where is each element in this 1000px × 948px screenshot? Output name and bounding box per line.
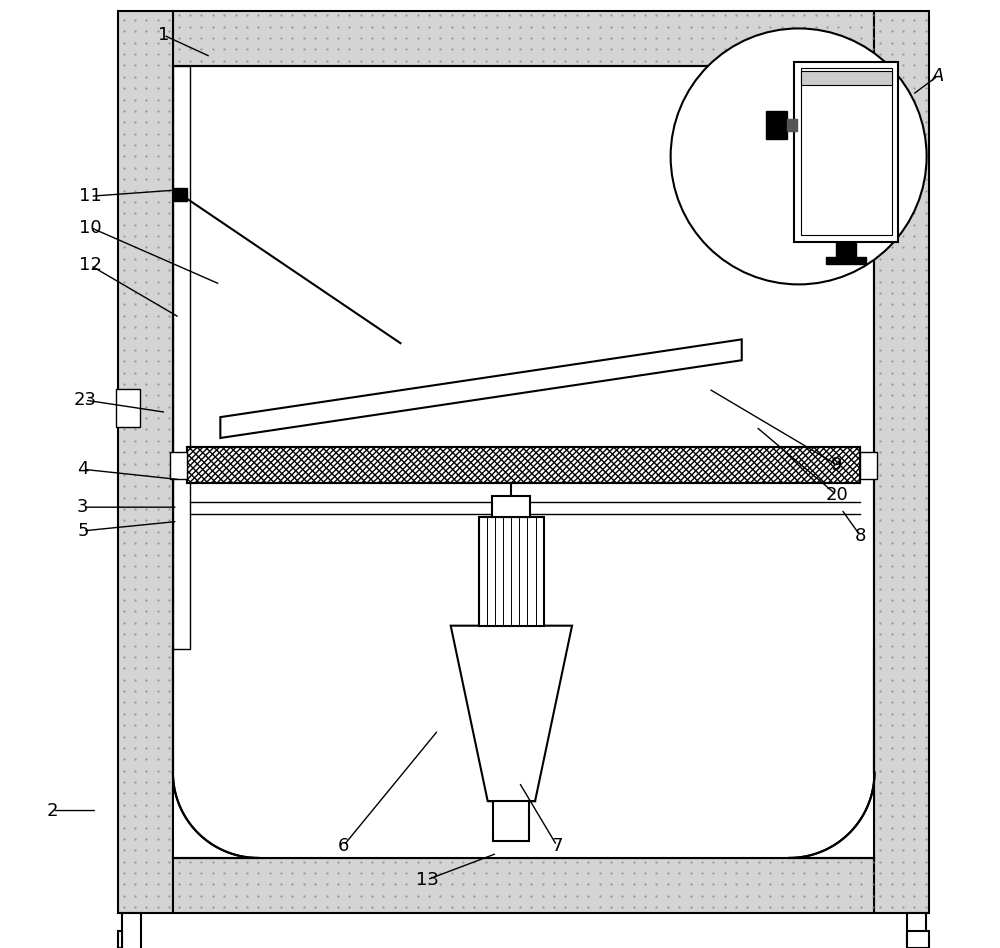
Bar [173, 66, 874, 858]
Bar [860, 452, 877, 479]
Bar [479, 517, 544, 626]
Bar [794, 62, 898, 242]
Text: 3: 3 [77, 499, 89, 516]
Bar [173, 66, 190, 649]
Polygon shape [451, 626, 572, 801]
Text: 1: 1 [158, 27, 169, 44]
Bar [187, 447, 860, 483]
Bar [801, 68, 892, 235]
Bar [173, 773, 874, 858]
Bar [740, 47, 789, 251]
Bar [874, 11, 929, 913]
Bar [826, 257, 866, 264]
Bar [187, 447, 860, 483]
Text: 8: 8 [855, 527, 866, 544]
Bar [174, 188, 187, 201]
Bar [766, 111, 787, 139]
Circle shape [671, 28, 927, 284]
Text: 9: 9 [831, 456, 842, 473]
Bar [116, 389, 140, 427]
Bar [173, 11, 874, 66]
Bar [122, 913, 141, 948]
Polygon shape [220, 339, 742, 438]
Bar [493, 801, 529, 841]
Text: 2: 2 [47, 802, 58, 819]
Bar [787, 119, 797, 131]
Bar [118, 931, 122, 948]
Text: 10: 10 [79, 219, 102, 236]
Text: 6: 6 [338, 837, 349, 854]
Text: 5: 5 [77, 522, 89, 539]
Text: 12: 12 [79, 257, 102, 274]
Bar [836, 242, 856, 257]
Text: A: A [932, 67, 944, 84]
Text: 11: 11 [79, 188, 102, 205]
Text: 20: 20 [825, 486, 848, 503]
Text: 13: 13 [416, 871, 438, 888]
Bar [170, 452, 187, 479]
Text: 7: 7 [551, 837, 563, 854]
Bar [907, 931, 929, 948]
Bar [118, 11, 173, 913]
Bar [907, 913, 926, 948]
Text: 23: 23 [73, 392, 96, 409]
Text: 4: 4 [77, 461, 89, 478]
Bar [492, 496, 530, 517]
Bar [173, 858, 874, 913]
Bar [801, 71, 892, 85]
